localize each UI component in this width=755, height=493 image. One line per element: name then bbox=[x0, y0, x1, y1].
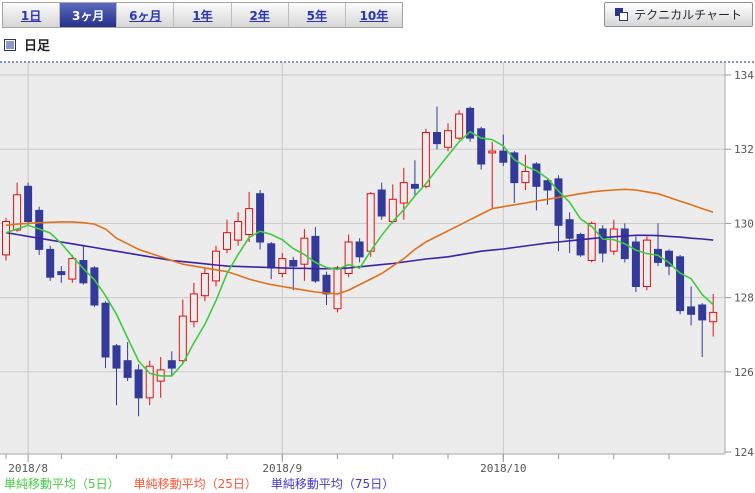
section-header: 日足 bbox=[4, 35, 50, 54]
candlestick-chart: 134 132 130 128 126 124 2018/8 2018/9 2018/10 bbox=[0, 61, 755, 474]
svg-text:124: 124 bbox=[734, 446, 754, 459]
legend-item-ma2: 単純移動平均（75日） bbox=[270, 477, 395, 491]
svg-text:126: 126 bbox=[734, 366, 754, 379]
svg-text:128: 128 bbox=[734, 292, 754, 305]
tab-period-4[interactable]: 2年 bbox=[232, 3, 289, 27]
section-square-icon bbox=[4, 38, 16, 51]
svg-text:132: 132 bbox=[734, 143, 754, 156]
tab-period-5[interactable]: 5年 bbox=[289, 3, 346, 27]
technical-chart-button-label: テクニカルチャート bbox=[634, 8, 742, 22]
svg-text:134: 134 bbox=[734, 69, 754, 82]
tab-period-1[interactable]: 3ヶ月 bbox=[60, 3, 118, 27]
svg-text:2018/10: 2018/10 bbox=[480, 462, 526, 474]
legend-item-ma1: 単純移動平均（25日） bbox=[133, 477, 257, 491]
tab-period-6[interactable]: 10年 bbox=[359, 8, 389, 23]
period-tabbar: 1日 3ヶ月 6ヶ月 1年 2年 5年 10年 bbox=[2, 2, 403, 28]
page-title: 日足 bbox=[24, 39, 51, 54]
window-icon bbox=[615, 8, 629, 21]
technical-chart-button[interactable]: テクニカルチャート bbox=[604, 2, 753, 27]
svg-text:2018/8: 2018/8 bbox=[8, 462, 48, 474]
chart-legend: 単純移動平均（5日） 単純移動平均（25日） 単純移動平均（75日） bbox=[4, 475, 394, 492]
tab-period-3[interactable]: 1年 bbox=[174, 3, 232, 27]
svg-text:2018/9: 2018/9 bbox=[262, 462, 302, 474]
legend-item-ma0: 単純移動平均（5日） bbox=[4, 477, 120, 491]
tab-period-2[interactable]: 6ヶ月 bbox=[117, 3, 175, 27]
svg-text:130: 130 bbox=[734, 217, 754, 230]
tab-period-0[interactable]: 1日 bbox=[3, 3, 61, 27]
